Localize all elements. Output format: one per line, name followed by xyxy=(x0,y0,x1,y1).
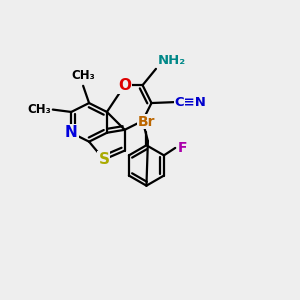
Text: CH₃: CH₃ xyxy=(28,103,51,116)
Text: S: S xyxy=(98,152,110,167)
Text: CH₃: CH₃ xyxy=(71,69,95,82)
Text: Br: Br xyxy=(138,115,155,129)
Text: NH₂: NH₂ xyxy=(158,54,186,68)
Text: O: O xyxy=(118,78,131,93)
Text: C≡N: C≡N xyxy=(174,96,206,109)
Text: N: N xyxy=(65,125,78,140)
Text: F: F xyxy=(178,141,188,155)
